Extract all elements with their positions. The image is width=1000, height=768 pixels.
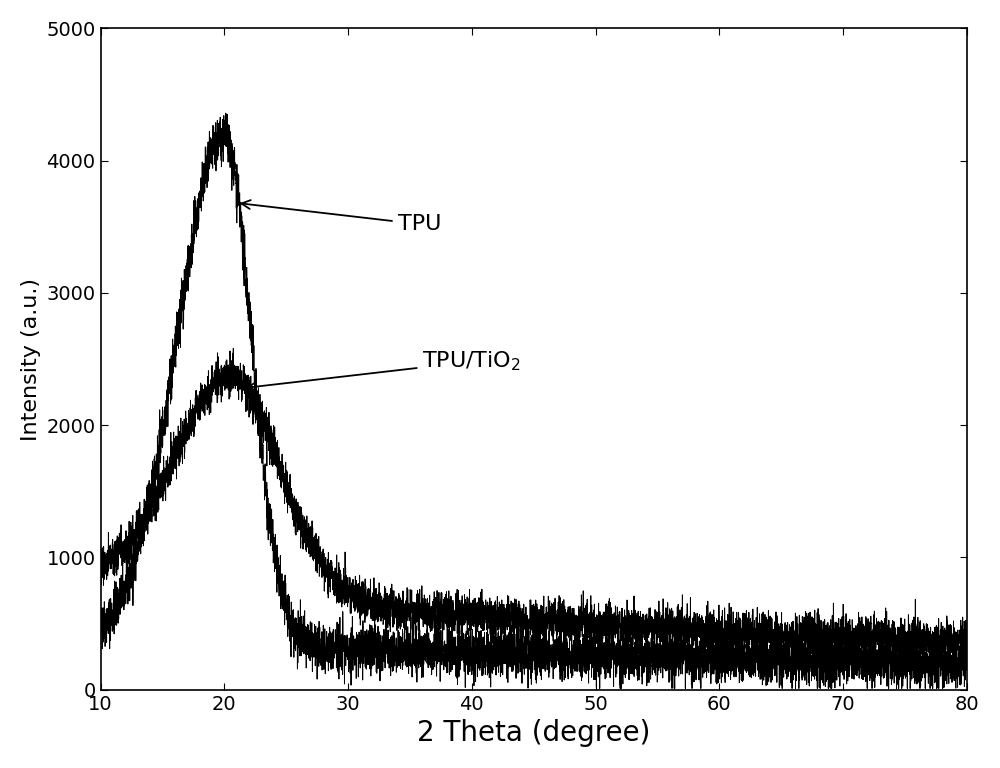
- X-axis label: 2 Theta (degree): 2 Theta (degree): [417, 719, 650, 747]
- Text: TPU: TPU: [241, 200, 441, 234]
- Y-axis label: Intensity (a.u.): Intensity (a.u.): [21, 277, 41, 441]
- Text: TPU/TiO$_2$: TPU/TiO$_2$: [248, 350, 521, 391]
